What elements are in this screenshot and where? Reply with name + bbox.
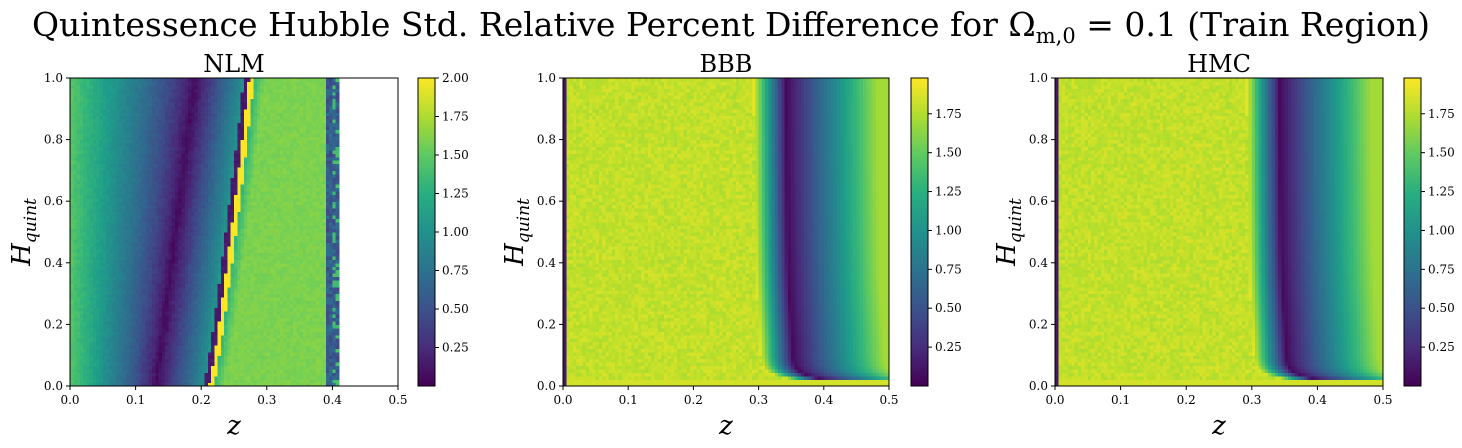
heatmap — [70, 78, 340, 387]
figure-title: Quintessence Hubble Std. Relative Percen… — [32, 5, 1430, 48]
